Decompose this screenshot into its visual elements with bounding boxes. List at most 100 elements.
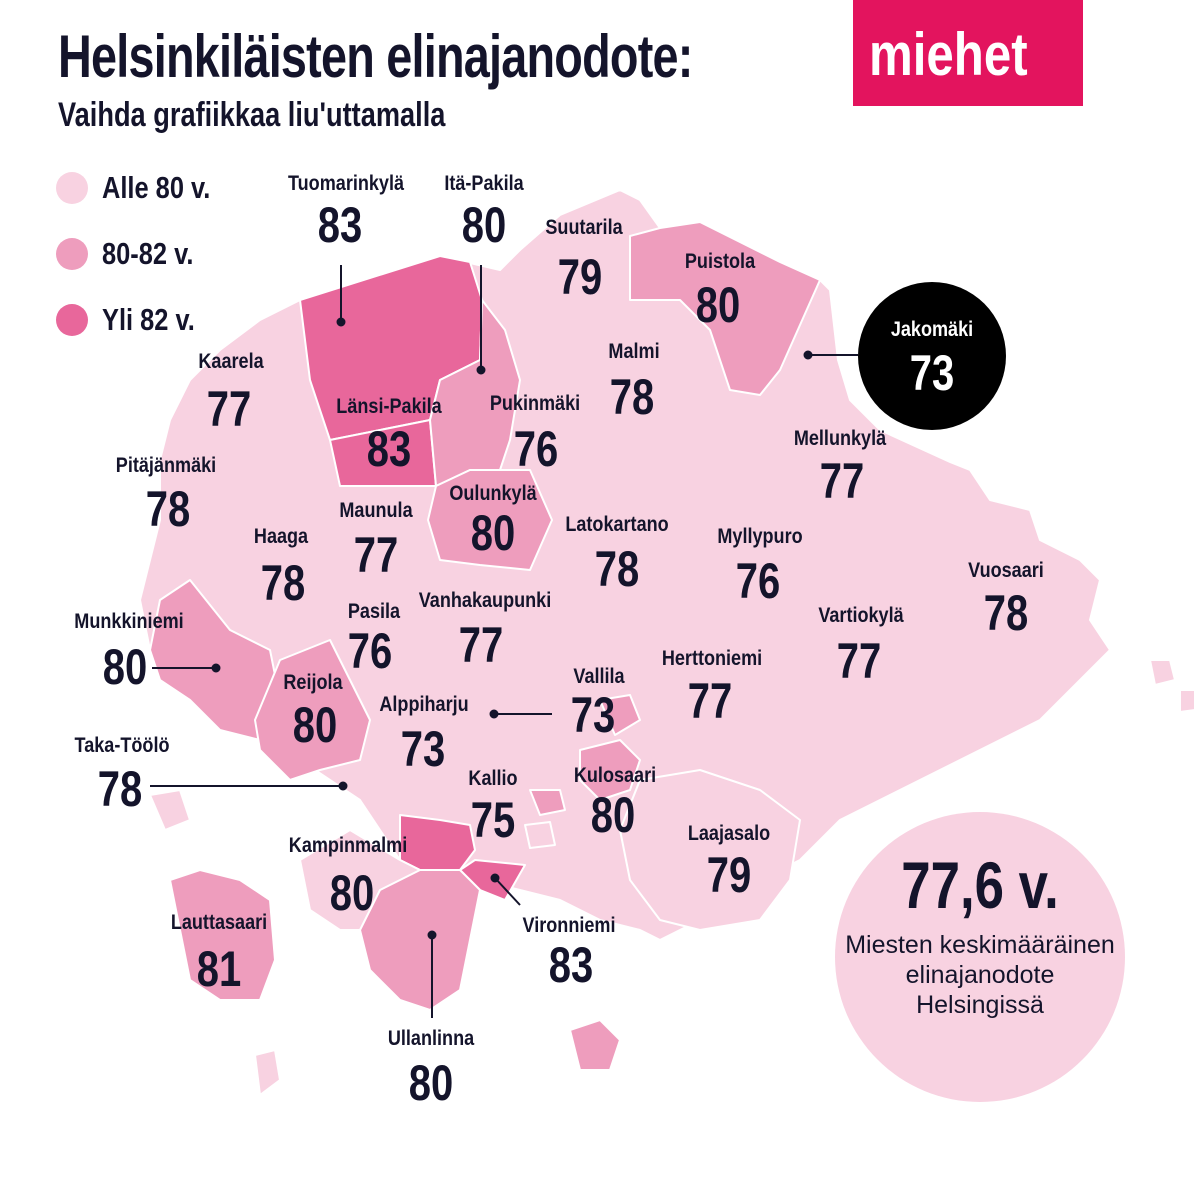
district-value-haaga: 78	[260, 555, 306, 611]
district-name-kulosaari: Kulosaari	[573, 764, 657, 787]
district-value-lauttasaari: 81	[196, 941, 242, 997]
district-value-vuosaari: 78	[983, 585, 1029, 641]
district-oulunkyla	[427, 469, 553, 571]
district-name-haaga: Haaga	[253, 525, 309, 548]
district-name-alppiharju: Alppiharju	[379, 693, 469, 716]
district-name-maunula: Maunula	[339, 499, 413, 522]
district-name-vanhakaupunki: Vanhakaupunki	[418, 589, 552, 612]
district-value-reijola: 80	[292, 697, 338, 753]
legend-swatch-over82	[56, 304, 88, 336]
leader-vironniemi	[494, 877, 521, 906]
district-name-lansi-pakila: Länsi-Pakila	[336, 395, 442, 418]
district-value-mellunkyla: 77	[819, 453, 865, 509]
average-bubble: 77,6 v. Miesten keskimääräinen elinajano…	[835, 812, 1125, 1102]
district-name-lauttasaari: Lauttasaari	[170, 911, 268, 934]
legend-swatch-mid	[56, 238, 88, 270]
district-value-kaarela: 77	[206, 381, 252, 437]
leader-dot-ita-pakila	[476, 365, 486, 375]
district-name-vuosaari: Vuosaari	[968, 559, 1044, 582]
district-name-munkkiniemi: Munkkiniemi	[74, 610, 184, 633]
district-value-kallio: 75	[470, 792, 516, 848]
legend-label-under80: Alle 80 v.	[102, 170, 211, 205]
district-value-taka-toolo: 78	[97, 761, 143, 817]
district-name-laajasalo: Laajasalo	[687, 822, 771, 845]
district-vallila-accent	[599, 694, 641, 736]
district-name-ullanlinna: Ullanlinna	[387, 1027, 475, 1050]
district-value-alppiharju: 73	[400, 721, 446, 777]
island-east-1	[1149, 659, 1176, 686]
district-value-herttoniemi: 77	[687, 673, 733, 729]
page-subtitle: Vaihda grafiikkaa liu'uttamalla	[58, 96, 446, 134]
island-south-1	[569, 1019, 621, 1071]
jakomaki-value: 73	[909, 345, 955, 401]
legend-swatch-under80	[56, 172, 88, 204]
district-name-pitajanmaki: Pitäjänmäki	[115, 454, 217, 477]
district-laajasalo	[619, 769, 801, 931]
district-name-pasila: Pasila	[347, 600, 401, 623]
district-value-vironniemi: 83	[548, 937, 594, 993]
island-west-1	[149, 789, 191, 831]
gender-badge[interactable]: miehet	[853, 0, 1083, 106]
district-name-vallila: Vallila	[573, 665, 625, 688]
jakomaki-name: Jakomäki	[890, 318, 974, 341]
district-value-tuomarinkyla: 83	[317, 197, 363, 253]
district-name-pukinmaki: Pukinmäki	[489, 392, 581, 415]
district-value-malmi: 78	[609, 369, 655, 425]
district-name-taka-toolo: Taka-Töölö	[74, 734, 170, 757]
district-value-vartiokyla: 77	[836, 633, 882, 689]
legend-label-over82: Yli 82 v.	[102, 302, 195, 337]
leader-dot-jakomaki	[803, 350, 813, 360]
leader-dot-vironniemi	[490, 873, 500, 883]
district-value-suutarila: 79	[557, 249, 603, 305]
district-name-oulunkyla: Oulunkylä	[449, 482, 537, 505]
district-name-ita-pakila: Itä-Pakila	[444, 172, 524, 195]
leader-dot-taka-toolo	[338, 781, 348, 791]
district-value-laajasalo: 79	[706, 847, 752, 903]
district-value-munkkiniemi: 80	[102, 639, 148, 695]
district-value-vallila: 73	[570, 687, 616, 743]
average-description: Miesten keskimääräinen elinajanodote Hel…	[845, 931, 1115, 1019]
district-value-myllypuro: 76	[735, 553, 781, 609]
district-value-pitajanmaki: 78	[145, 481, 191, 537]
district-name-vironniemi: Vironniemi	[522, 914, 616, 937]
district-name-puistola: Puistola	[684, 250, 756, 273]
leader-dot-munkkiniemi	[211, 663, 221, 673]
district-value-oulunkyla: 80	[470, 505, 516, 561]
district-name-latokartano: Latokartano	[565, 513, 669, 536]
leader-dot-vallila	[489, 709, 499, 719]
district-name-mellunkyla: Mellunkylä	[793, 427, 887, 450]
district-value-lansi-pakila: 83	[366, 421, 412, 477]
leader-dot-tuomarinkyla	[336, 317, 346, 327]
average-value: 77,6 v.	[901, 848, 1059, 922]
district-name-vartiokyla: Vartiokylä	[818, 604, 904, 627]
district-name-kaarela: Kaarela	[198, 350, 264, 373]
district-value-puistola: 80	[695, 277, 741, 333]
district-name-myllypuro: Myllypuro	[717, 525, 803, 548]
district-name-malmi: Malmi	[608, 340, 660, 363]
island-mid-1	[529, 789, 566, 816]
district-value-maunula: 77	[353, 527, 399, 583]
district-name-reijola: Reijola	[283, 671, 343, 694]
district-value-kulosaari: 80	[590, 787, 636, 843]
district-value-vanhakaupunki: 77	[458, 617, 504, 673]
district-name-herttoniemi: Herttoniemi	[661, 647, 763, 670]
district-kallio	[399, 814, 476, 871]
legend-label-mid: 80-82 v.	[102, 236, 194, 271]
district-name-suutarila: Suutarila	[545, 216, 623, 239]
district-ullanlinna	[359, 869, 481, 1011]
district-value-kampinmalmi: 80	[329, 865, 375, 921]
island-south-2	[254, 1049, 281, 1096]
district-name-tuomarinkyla: Tuomarinkylä	[287, 172, 405, 195]
district-name-kallio: Kallio	[468, 767, 518, 790]
district-kulosaari	[579, 739, 641, 801]
district-name-kampinmalmi: Kampinmalmi	[288, 834, 408, 857]
island-east-2	[1179, 689, 1196, 713]
island-mid-2	[524, 821, 556, 849]
district-lauttasaari	[169, 869, 276, 1001]
district-value-pukinmaki: 76	[513, 421, 559, 477]
district-value-latokartano: 78	[594, 541, 640, 597]
jakomaki-bubble: Jakomäki 73	[858, 282, 1006, 430]
gender-badge-label: miehet	[869, 21, 1028, 88]
district-value-ullanlinna: 80	[408, 1055, 454, 1111]
